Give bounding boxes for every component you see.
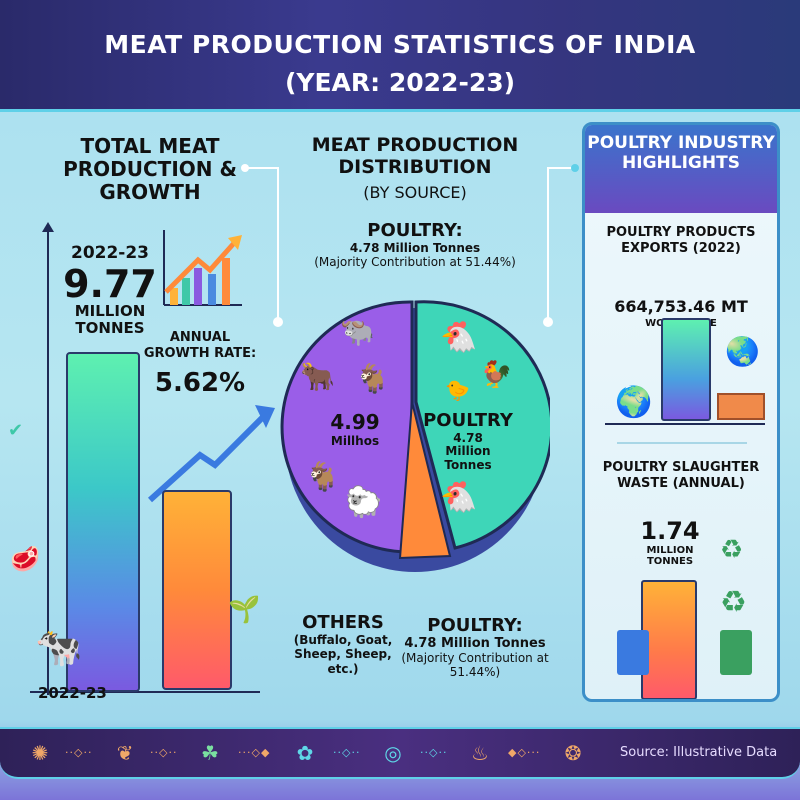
total-section-title: TOTAL MEAT PRODUCTION & GROWTH — [63, 134, 237, 204]
divider-dots: ··◇·· — [150, 746, 178, 759]
divider-dots: ··◇·· — [333, 746, 361, 759]
source-note: Source: Illustrative Data — [620, 745, 778, 760]
exports-bar — [661, 318, 711, 421]
growth-rate-value: 5.62% — [154, 368, 246, 398]
cow-icon: 🐄 — [35, 625, 83, 669]
callout-value: 4.78 Million Tonnes — [404, 636, 546, 651]
axis-year-label: 2022-23 — [38, 684, 107, 702]
callout-note: (Majority Contribution at 51.44%) — [401, 651, 549, 679]
leaf-recycle-icon: ♻ — [720, 535, 744, 565]
total-unit: MILLION TONNES — [74, 302, 146, 337]
blue-bin-icon — [617, 630, 649, 675]
others-callout-detail: (Buffalo, Goat, Sheep, Sheep, etc.) — [293, 633, 393, 676]
sheep-icon: 🐑 — [345, 485, 383, 520]
divider-dots: ··◇·· — [420, 746, 448, 759]
exports-axis — [605, 423, 765, 425]
waste-title: POULTRY SLAUGHTER WASTE (ANNUAL) — [602, 460, 760, 491]
buffalo-icon: 🐃 — [340, 315, 375, 348]
cattle-icon: 🐂 — [300, 360, 335, 393]
growth-rate-label: ANNUAL GROWTH RATE: — [143, 330, 257, 361]
divider — [617, 442, 747, 444]
poultry-callout-bottom: POULTRY: 4.78 Million Tonnes (Majority C… — [400, 615, 550, 679]
total-value: 9.77 — [63, 262, 157, 306]
others-value: 4.99 — [330, 410, 380, 434]
pie-others-label: 4.99 Millhos — [315, 410, 395, 448]
green-bin-icon — [720, 630, 752, 675]
pie-slice-poultry — [414, 300, 550, 550]
goat-white-icon: 🐐 — [305, 460, 340, 493]
distribution-title: MEAT PRODUCTION DISTRIBUTION — [311, 134, 519, 178]
meat-spray-icon: ♨ — [471, 741, 489, 765]
waste-unit: MILLION TONNES — [646, 545, 694, 567]
poultry-label: POULTRY — [423, 410, 513, 431]
others-unit: Millhos — [330, 434, 380, 448]
hands-leaf-icon: ❦ — [116, 741, 134, 765]
goat-icon: 🐐 — [355, 362, 390, 395]
chicken-icon-2: 🐔 — [440, 480, 478, 515]
globe-icon-2: 🌏 — [725, 335, 760, 368]
poultry-highlights-panel: POULTRY INDUSTRY HIGHLIGHTS POULTRY PROD… — [582, 122, 780, 702]
page-title: MEAT PRODUCTION STATISTICS OF INDIA — [104, 30, 696, 59]
exports-title: POULTRY PRODUCTS EXPORTS (2022) — [606, 225, 756, 256]
container-icon — [717, 393, 765, 420]
divider-dots: ◆◇··· — [508, 746, 541, 759]
divider-dots: ···◇◆ — [238, 746, 271, 759]
pie-slice-small — [398, 401, 452, 560]
plate-globe-icon: ◎ — [384, 741, 402, 765]
footer-band — [0, 727, 800, 779]
check-icon: ✔ — [8, 420, 24, 441]
header-banner — [0, 0, 800, 112]
recycle-icon: ♻ — [720, 585, 747, 620]
plant-icon: ✿ — [296, 741, 314, 765]
callout-label: POULTRY: — [367, 220, 463, 241]
poultry-callout-top: POULTRY: 4.78 Million Tonnes (Majority C… — [290, 220, 540, 269]
callout-label: POULTRY: — [427, 615, 523, 636]
distribution-pie — [280, 300, 550, 572]
chicken-icon: 🐔 — [440, 320, 478, 355]
pie-slice-others — [280, 300, 414, 554]
sparkle-icon: ✺ — [31, 741, 49, 765]
page-subtitle: (YEAR: 2022-23) — [284, 68, 516, 97]
chick-icon: 🐤 — [445, 378, 470, 402]
panel-title: POULTRY INDUSTRY HIGHLIGHTS — [585, 125, 777, 213]
total-production-bar — [66, 352, 140, 692]
hen-icon: 🐓 — [480, 360, 513, 390]
divider-dots: ··◇·· — [65, 746, 93, 759]
waste-value: 1.74 — [640, 517, 700, 545]
plant-icon: 🌱 — [228, 595, 261, 625]
callout-value: 4.78 Million Tonnes — [349, 241, 481, 255]
waste-bar — [641, 580, 697, 699]
distribution-subtitle: (BY SOURCE) — [363, 183, 467, 202]
callout-note: (Majority Contribution at 51.44%) — [314, 255, 516, 269]
growth-bar — [162, 490, 232, 690]
poultry-unit: Million Tonnes — [444, 444, 492, 472]
leaf-emblem-icon: ❂ — [564, 741, 582, 765]
globe-icon: 🌍 — [615, 385, 653, 420]
total-year: 2022-23 — [70, 243, 150, 263]
growth-chart-icon — [163, 230, 242, 306]
exports-value: 664,753.46 MT — [614, 297, 748, 316]
others-callout: OTHERS (Buffalo, Goat, Sheep, Sheep, etc… — [283, 612, 403, 676]
meat-icon: 🥩 — [10, 545, 40, 573]
poultry-value: 4.78 — [453, 431, 483, 445]
hand-sprout-icon: ☘ — [201, 741, 219, 765]
others-callout-label: OTHERS — [302, 612, 384, 633]
pie-poultry-label: POULTRY 4.78 Million Tonnes — [418, 410, 518, 473]
